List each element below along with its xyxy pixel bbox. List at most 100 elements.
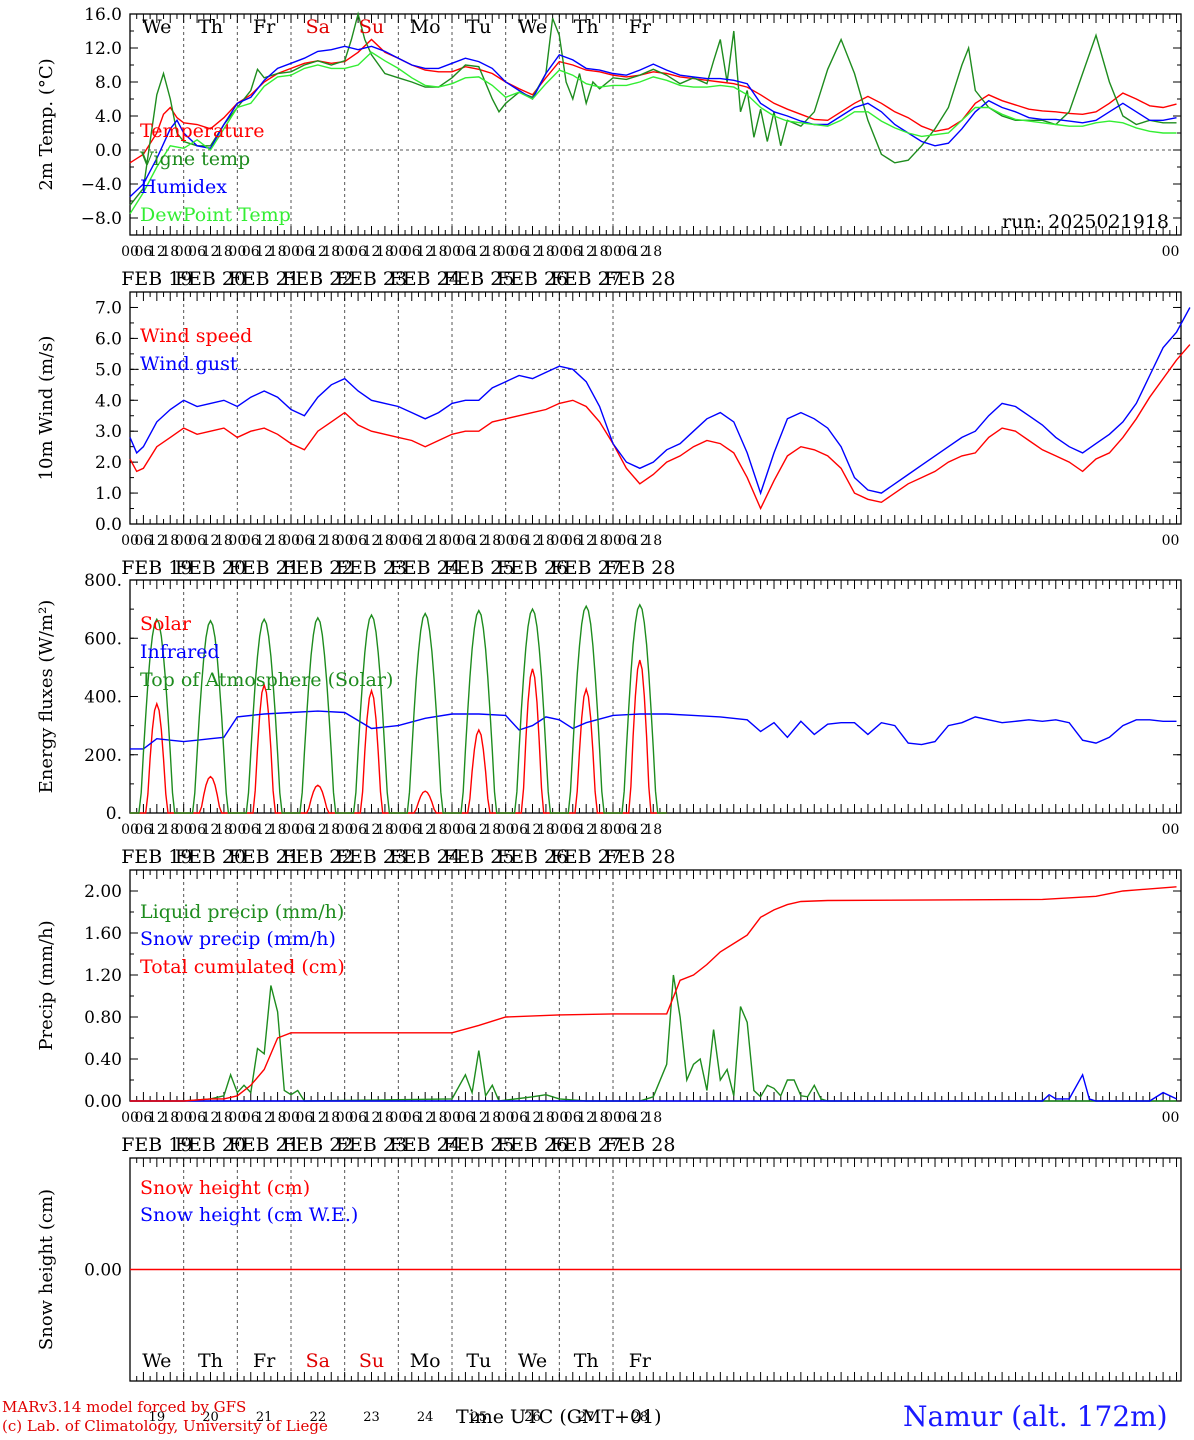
weekday-label: We — [142, 16, 171, 38]
hour-tick-label: 06 — [135, 244, 153, 260]
hour-tick-label: 12 — [202, 244, 220, 260]
hour-tick-label: 00 — [336, 1110, 354, 1126]
hour-tick-label: 12 — [631, 244, 649, 260]
hour-tick-label: 06 — [618, 244, 636, 260]
hour-tick-label: 18 — [322, 533, 340, 549]
hour-tick-label: 06 — [188, 1110, 206, 1126]
hour-tick-label: 12 — [416, 822, 434, 838]
hour-tick-label: 06 — [510, 533, 528, 549]
panel-3: 0. 200. 400. 600. 800. Energy fluxes (W/m²) So… — [36, 571, 1182, 868]
legend-entry: Snow height (cm) — [140, 1177, 310, 1199]
date-label: FEB 28 — [604, 268, 675, 290]
hour-tick-label: 06 — [403, 822, 421, 838]
weekday-label: We — [142, 1350, 171, 1372]
day-number-label: 27 — [578, 1410, 595, 1425]
run-label: run: 2025021918 — [1002, 211, 1169, 233]
weekday-label: Th — [198, 1350, 223, 1372]
y-tick-label: 0.40 — [84, 1050, 122, 1070]
y-tick-label: −4.0 — [81, 175, 122, 195]
date-label: FEB 20 — [175, 557, 246, 579]
hour-tick-label: 00 — [389, 1110, 407, 1126]
date-label: FEB 25 — [443, 268, 514, 290]
hour-tick-label: 06 — [135, 822, 153, 838]
hour-tick-label: 18 — [537, 244, 555, 260]
hour-tick-label: 00 — [389, 244, 407, 260]
date-label: FEB 21 — [229, 846, 300, 868]
hour-tick-label: 00 — [443, 1110, 461, 1126]
date-label: FEB 27 — [551, 268, 622, 290]
hour-tick-label: 00 — [497, 822, 515, 838]
y-axis-title: 2m Temp. (°C) — [36, 58, 57, 190]
hour-tick-label: 18 — [215, 1110, 233, 1126]
hour-tick-label: 12 — [255, 1110, 273, 1126]
hour-tick-label: 12 — [524, 822, 542, 838]
legend-entry: Wind speed — [140, 325, 252, 347]
date-label: FEB 23 — [336, 557, 407, 579]
hour-tick-label: 00 — [604, 244, 622, 260]
hour-tick-label: 00 — [336, 244, 354, 260]
hour-tick-label: 12 — [363, 822, 381, 838]
hour-tick-label: 12 — [416, 244, 434, 260]
hour-tick-label: 12 — [202, 822, 220, 838]
hour-tick-label: 12 — [255, 533, 273, 549]
panel-2: 0.0 1.0 2.0 3.0 4.0 5.0 6.0 7.0 10m Wind (m/s) Wi… — [36, 291, 1191, 579]
weekday-label: Mo — [410, 1350, 441, 1372]
y-tick-label: 0.00 — [84, 1261, 122, 1281]
series-line-dewpoint-temp — [129, 51, 1177, 215]
y-tick-label: 200. — [84, 746, 122, 766]
hour-tick-label: 18 — [644, 533, 662, 549]
hour-tick-label: 00 — [497, 244, 515, 260]
series-line-wind-gust — [129, 307, 1191, 496]
y-tick-label: 400. — [84, 688, 122, 708]
date-label: FEB 28 — [604, 557, 675, 579]
y-axis-title: Energy fluxes (W/m²) — [36, 600, 57, 794]
date-label: FEB 22 — [282, 846, 353, 868]
hour-tick-label: 06 — [242, 244, 260, 260]
day-number-label: 22 — [310, 1410, 327, 1425]
hour-tick-label: 06 — [564, 822, 582, 838]
hour-tick-label: 18 — [376, 533, 394, 549]
hour-tick-label: 12 — [148, 533, 166, 549]
hour-tick-label: 06 — [349, 244, 367, 260]
hour-tick-label: 00 — [550, 822, 568, 838]
hour-tick-label: 12 — [309, 1110, 327, 1126]
hour-tick-label: 06 — [296, 244, 314, 260]
hour-tick-label: 12 — [148, 1110, 166, 1126]
legend-entry: Humidex — [140, 176, 227, 198]
date-label: FEB 25 — [443, 1134, 514, 1156]
hour-tick-label: 12 — [631, 533, 649, 549]
hour-tick-label: 12 — [255, 244, 273, 260]
hour-tick-label: 12 — [470, 533, 488, 549]
hour-tick-label: 18 — [537, 533, 555, 549]
hour-tick-label: 12 — [363, 533, 381, 549]
legend-entry: Wind gust — [140, 353, 238, 375]
date-label: FEB 27 — [551, 846, 622, 868]
weekday-label: Sa — [306, 16, 330, 38]
hour-tick-label: 12 — [631, 1110, 649, 1126]
hour-tick-label: 06 — [242, 1110, 260, 1126]
legend-entry: Temperature — [140, 120, 264, 142]
weekday-label: Tu — [466, 1350, 491, 1372]
date-label: FEB 20 — [175, 846, 246, 868]
hour-tick-label: 06 — [403, 533, 421, 549]
hour-tick-label: 18 — [161, 822, 179, 838]
day-number-label: 24 — [417, 1410, 434, 1425]
legend-entry: Snow precip (mm/h) — [140, 928, 336, 950]
hour-tick-label: 12 — [524, 1110, 542, 1126]
y-tick-label: 4.0 — [95, 107, 122, 127]
weekday-label: Th — [574, 16, 599, 38]
hour-tick-label: 00 — [550, 1110, 568, 1126]
date-label: FEB 24 — [390, 846, 461, 868]
credit-line-1: MARv3.14 model forced by GFS — [2, 1398, 247, 1416]
hour-tick-label: 12 — [470, 244, 488, 260]
y-tick-label: 6.0 — [95, 329, 122, 349]
hour-tick-label: 06 — [296, 1110, 314, 1126]
hour-tick-label: 00 — [228, 244, 246, 260]
hour-tick-label: 18 — [537, 1110, 555, 1126]
hour-tick-label: 00 — [175, 533, 193, 549]
weekday-label: Fr — [629, 16, 652, 38]
weekday-label: Su — [359, 1350, 384, 1372]
hour-tick-label: 06 — [510, 1110, 528, 1126]
date-label: FEB 20 — [175, 268, 246, 290]
date-label: FEB 21 — [229, 557, 300, 579]
